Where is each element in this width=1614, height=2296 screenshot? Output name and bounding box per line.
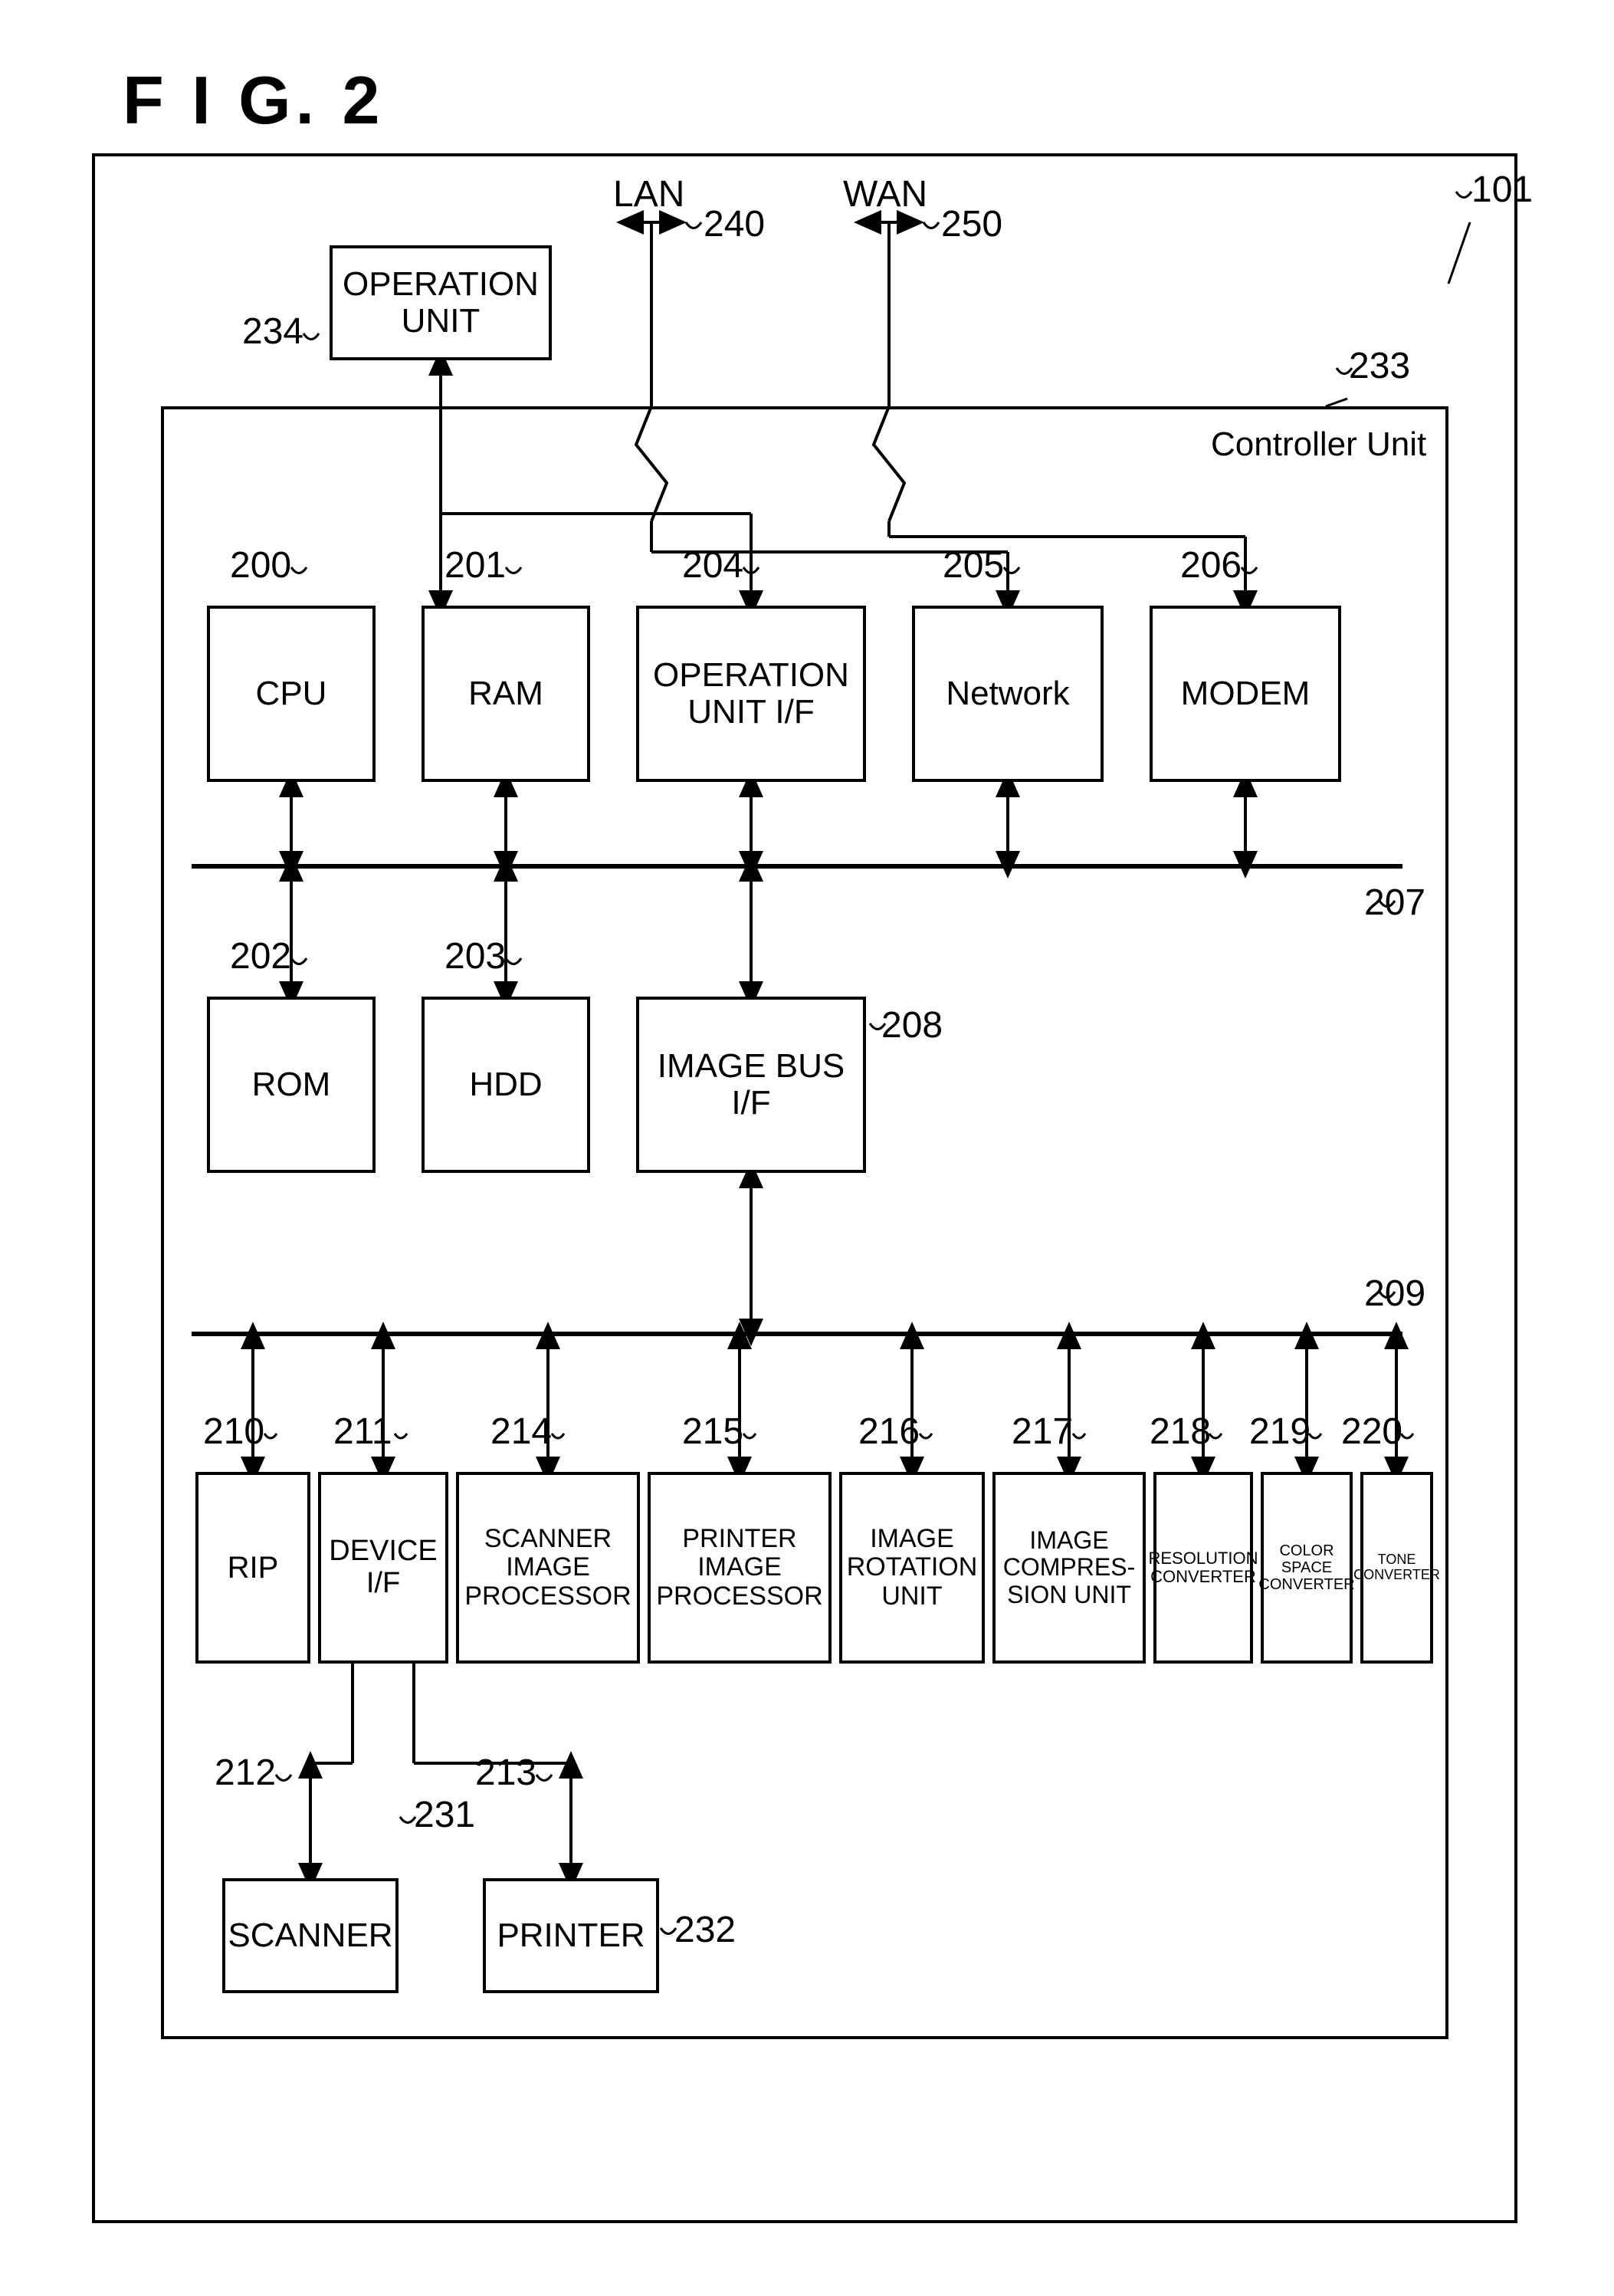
ref-217: 217 bbox=[1012, 1411, 1073, 1453]
rip-label: RIP bbox=[228, 1551, 279, 1585]
cpu-box: CPU bbox=[207, 606, 376, 782]
operation-unit-label: OPERATIONUNIT bbox=[343, 266, 539, 340]
ref-232: 232 bbox=[674, 1909, 736, 1951]
ram-box: RAM bbox=[422, 606, 590, 782]
ref-200: 200 bbox=[230, 544, 291, 586]
lan-label: LAN bbox=[613, 173, 684, 215]
resolution-converter-label: RESOLUTIONCONVERTER bbox=[1148, 1549, 1258, 1586]
ref-234: 234 bbox=[242, 310, 303, 353]
image-compression-unit-box: IMAGECOMPRES-SION UNIT bbox=[992, 1472, 1146, 1664]
image-bus-if-box: IMAGE BUSI/F bbox=[636, 997, 866, 1173]
tone-converter-label: TONECONVERTER bbox=[1353, 1552, 1440, 1583]
tone-converter-box: TONECONVERTER bbox=[1360, 1472, 1433, 1664]
figure-title: F I G. 2 bbox=[123, 61, 384, 140]
modem-label: MODEM bbox=[1181, 675, 1311, 712]
ref-202: 202 bbox=[230, 935, 291, 977]
rom-box: ROM bbox=[207, 997, 376, 1173]
image-compression-unit-label: IMAGECOMPRES-SION UNIT bbox=[1003, 1527, 1135, 1608]
controller-unit-label: Controller Unit bbox=[1211, 425, 1426, 464]
scanner-image-processor-box: SCANNERIMAGEPROCESSOR bbox=[456, 1472, 640, 1664]
network-label: Network bbox=[946, 675, 1069, 712]
color-space-converter-box: COLORSPACECONVERTER bbox=[1261, 1472, 1353, 1664]
ref-209: 209 bbox=[1364, 1273, 1425, 1315]
scanner-label: SCANNER bbox=[228, 1917, 392, 1954]
image-bus-if-label: IMAGE BUSI/F bbox=[658, 1048, 845, 1122]
ref-233: 233 bbox=[1349, 345, 1410, 387]
ref-219: 219 bbox=[1249, 1411, 1311, 1453]
ref-214: 214 bbox=[490, 1411, 552, 1453]
ref-205: 205 bbox=[943, 544, 1004, 586]
ref-216: 216 bbox=[858, 1411, 920, 1453]
color-space-converter-label: COLORSPACECONVERTER bbox=[1258, 1542, 1354, 1593]
ref-250: 250 bbox=[941, 203, 1002, 245]
image-rotation-unit-box: IMAGEROTATIONUNIT bbox=[839, 1472, 985, 1664]
printer-box: PRINTER bbox=[483, 1878, 659, 1993]
ref-208: 208 bbox=[881, 1004, 943, 1046]
ref-211: 211 bbox=[333, 1411, 392, 1453]
operation-unit-if-label: OPERATIONUNIT I/F bbox=[653, 657, 849, 731]
ref-212: 212 bbox=[215, 1752, 276, 1794]
network-box: Network bbox=[912, 606, 1104, 782]
rom-label: ROM bbox=[252, 1066, 331, 1103]
printer-label: PRINTER bbox=[497, 1917, 645, 1954]
scanner-box: SCANNER bbox=[222, 1878, 399, 1993]
ref-231: 231 bbox=[414, 1794, 475, 1836]
device-if-label: DEVICEI/F bbox=[329, 1536, 437, 1600]
scanner-image-processor-label: SCANNERIMAGEPROCESSOR bbox=[464, 1525, 631, 1611]
hdd-label: HDD bbox=[469, 1066, 542, 1103]
operation-unit-if-box: OPERATIONUNIT I/F bbox=[636, 606, 866, 782]
ref-215: 215 bbox=[682, 1411, 743, 1453]
ref-210: 210 bbox=[203, 1411, 264, 1453]
ram-label: RAM bbox=[468, 675, 543, 712]
ref-218: 218 bbox=[1150, 1411, 1211, 1453]
ref-203: 203 bbox=[445, 935, 506, 977]
rip-box: RIP bbox=[195, 1472, 310, 1664]
operation-unit-box: OPERATIONUNIT bbox=[330, 245, 552, 360]
ref-201: 201 bbox=[445, 544, 506, 586]
hdd-box: HDD bbox=[422, 997, 590, 1173]
wan-label: WAN bbox=[843, 173, 927, 215]
ref-101: 101 bbox=[1471, 169, 1533, 211]
ref-240: 240 bbox=[704, 203, 765, 245]
ref-220: 220 bbox=[1341, 1411, 1402, 1453]
device-if-box: DEVICEI/F bbox=[318, 1472, 448, 1664]
ref-206: 206 bbox=[1180, 544, 1242, 586]
modem-box: MODEM bbox=[1150, 606, 1341, 782]
image-rotation-unit-label: IMAGEROTATIONUNIT bbox=[847, 1525, 978, 1611]
resolution-converter-box: RESOLUTIONCONVERTER bbox=[1153, 1472, 1253, 1664]
ref-207: 207 bbox=[1364, 882, 1425, 924]
cpu-label: CPU bbox=[256, 675, 327, 712]
ref-213: 213 bbox=[475, 1752, 536, 1794]
printer-image-processor-label: PRINTERIMAGEPROCESSOR bbox=[656, 1525, 822, 1611]
page: F I G. 2 Controller Unit bbox=[0, 0, 1614, 2296]
printer-image-processor-box: PRINTERIMAGEPROCESSOR bbox=[648, 1472, 832, 1664]
ref-204: 204 bbox=[682, 544, 743, 586]
